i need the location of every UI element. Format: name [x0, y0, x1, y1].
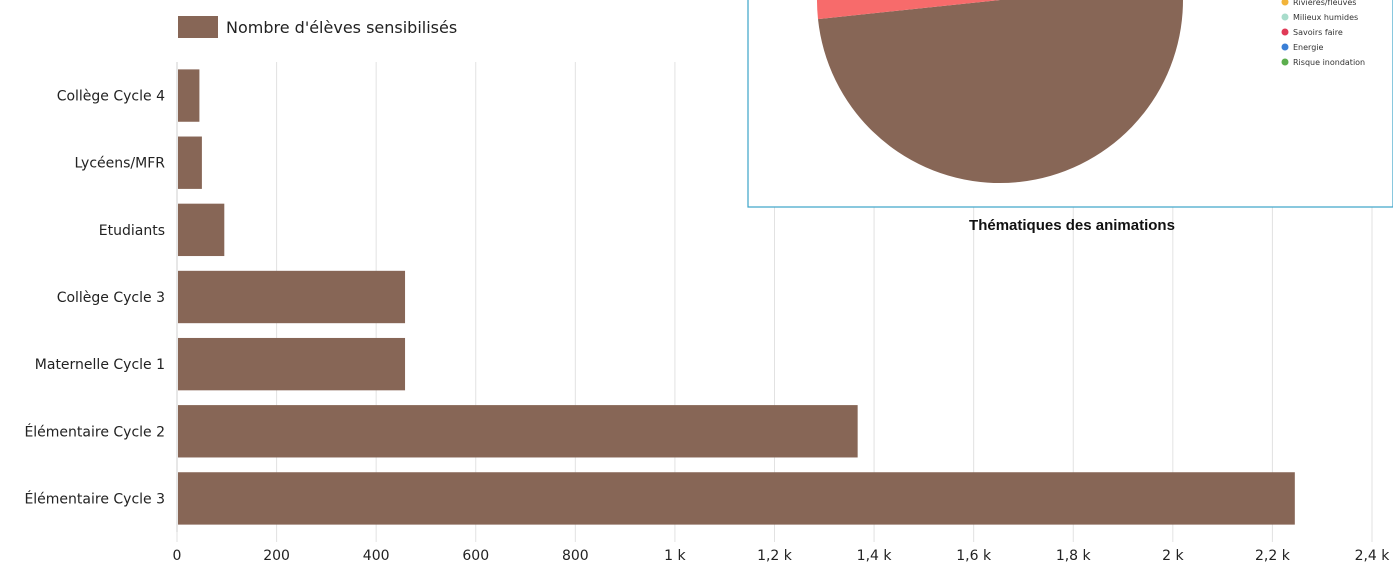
- x-tick-label: 2 k: [1162, 548, 1184, 564]
- x-tick-label: 1,2 k: [757, 548, 793, 564]
- category-label: Élémentaire Cycle 2: [24, 423, 165, 440]
- x-tick-label: 1,6 k: [956, 548, 992, 564]
- pie-slice: [817, 0, 1000, 20]
- x-tick-labels: 0 200 400 600 800 1 k 1,2 k 1,4 k 1,6 k 1,8 k 2 k 2…: [173, 548, 1391, 564]
- x-tick-label: 1 k: [664, 548, 686, 564]
- x-tick-label: 800: [562, 548, 589, 564]
- pie-legend-label: Milieux humides: [1293, 13, 1358, 22]
- bar: [178, 337, 406, 391]
- bars: [178, 69, 1295, 525]
- x-tick-label: 600: [462, 548, 489, 564]
- x-tick-label: 2,2 k: [1255, 548, 1291, 564]
- pie-slice: [818, 0, 1184, 183]
- legend-swatch: [178, 16, 218, 38]
- bar-legend: Nombre d'élèves sensibilisés: [178, 16, 457, 38]
- category-label: Maternelle Cycle 1: [35, 357, 165, 373]
- legend-label: Nombre d'élèves sensibilisés: [226, 18, 457, 37]
- bar: [178, 472, 1295, 525]
- category-label: Etudiants: [99, 223, 165, 239]
- pie-inset: 7,2%11.1% Rivières/fleuves Milieux humide…: [747, 0, 1393, 234]
- category-labels: Collège Cycle 4 Lycéens/MFR Etudiants Collè…: [24, 89, 165, 508]
- x-tick-label: 0: [173, 548, 182, 564]
- pie-legend-marker: [1281, 0, 1289, 6]
- pie-legend-marker: [1281, 13, 1289, 21]
- pie-legend-marker: [1281, 28, 1289, 36]
- x-tick-label: 1,4 k: [857, 548, 893, 564]
- category-label: Collège Cycle 4: [57, 89, 165, 105]
- bar: [178, 405, 858, 458]
- pie-legend-label: Rivières/fleuves: [1293, 0, 1356, 7]
- bar-chart: Collège Cycle 4 Lycéens/MFR Etudiants Collè…: [24, 16, 1390, 564]
- pie-legend-marker: [1281, 58, 1289, 66]
- pie-slices: 7,2%11.1%: [817, 0, 1184, 183]
- x-tick-label: 200: [263, 548, 290, 564]
- category-label: Élémentaire Cycle 3: [24, 490, 165, 507]
- bar: [178, 270, 406, 324]
- pie-legend: Rivières/fleuves Milieux humides Savoirs f…: [1281, 0, 1365, 67]
- pie-legend-label: Energie: [1293, 43, 1323, 52]
- x-tick-label: 1,8 k: [1056, 548, 1092, 564]
- category-label: Lycéens/MFR: [75, 156, 166, 172]
- bar: [178, 69, 200, 122]
- pie-title: Thématiques des animations: [969, 217, 1175, 234]
- pie-legend-label: Risque inondation: [1293, 58, 1365, 67]
- category-label: Collège Cycle 3: [57, 290, 165, 306]
- bar: [178, 136, 202, 189]
- x-tick-label: 400: [363, 548, 390, 564]
- bar: [178, 203, 225, 257]
- pie-legend-label: Savoirs faire: [1293, 28, 1343, 37]
- pie-legend-marker: [1281, 43, 1289, 51]
- x-tick-label: 2,4 k: [1355, 548, 1391, 564]
